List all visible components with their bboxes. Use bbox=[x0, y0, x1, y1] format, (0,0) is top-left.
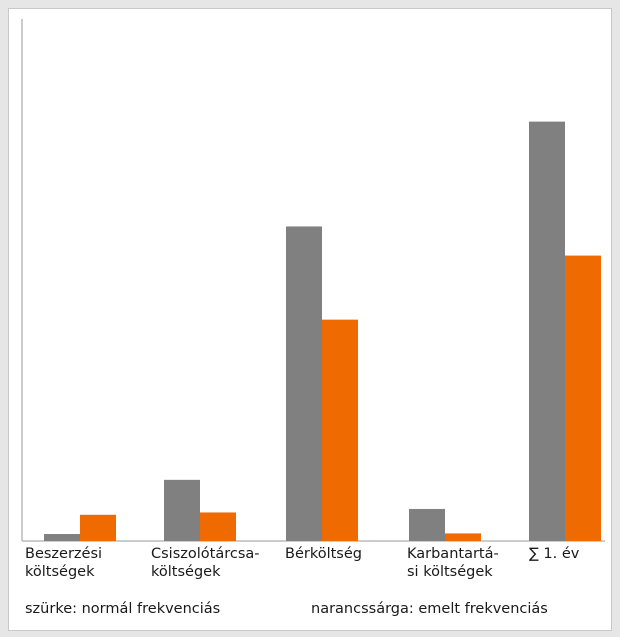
bar-increased-2 bbox=[322, 319, 358, 541]
bar-increased-4 bbox=[565, 255, 601, 541]
category-label-karbantartasi: Karbantartá- si költségek bbox=[407, 546, 499, 580]
bar-increased-1 bbox=[200, 512, 236, 541]
bars-group bbox=[44, 121, 601, 541]
category-label-csiszolotarcsa: Csiszolótárcsa- költségek bbox=[151, 546, 260, 580]
bar-normal-2 bbox=[286, 226, 322, 541]
bar-increased-0 bbox=[80, 514, 116, 541]
bar-normal-1 bbox=[164, 479, 200, 541]
bar-normal-4 bbox=[529, 121, 565, 541]
chart-frame: Beszerzési költségek Csiszolótárcsa- köl… bbox=[8, 8, 612, 631]
bar-chart bbox=[21, 19, 605, 542]
legend-note-orange: narancssárga: emelt frekvenciás bbox=[311, 601, 548, 617]
legend-note-gray: szürke: normál frekvenciás bbox=[25, 601, 221, 617]
bar-increased-3 bbox=[445, 533, 481, 541]
category-label-berkoltseg: Bérköltség bbox=[285, 546, 362, 562]
bar-normal-0 bbox=[44, 534, 80, 541]
category-label-sum-1-ev: ∑ 1. év bbox=[529, 546, 580, 562]
bar-normal-3 bbox=[409, 508, 445, 541]
category-label-beszerzesi: Beszerzési költségek bbox=[25, 546, 103, 580]
